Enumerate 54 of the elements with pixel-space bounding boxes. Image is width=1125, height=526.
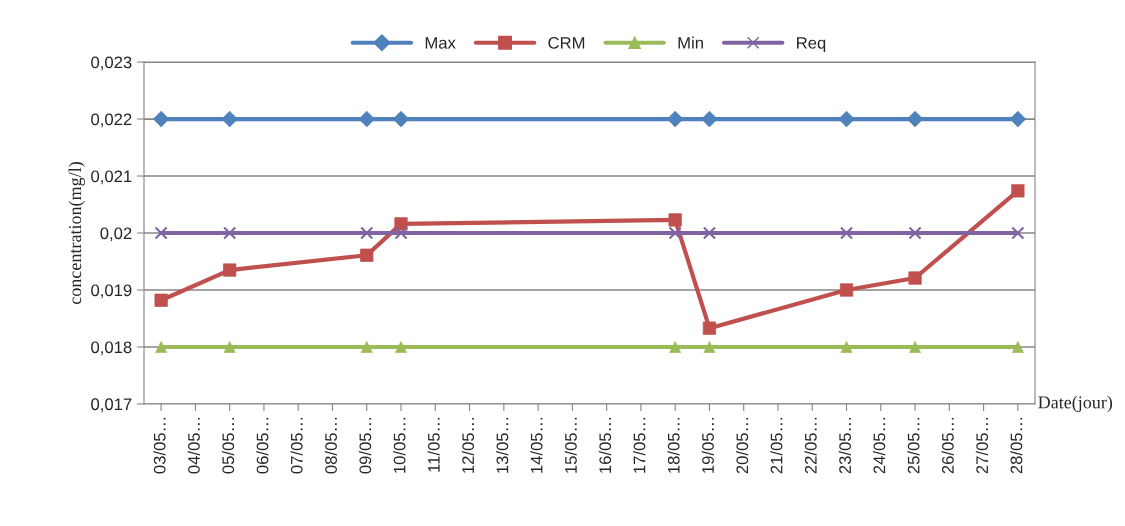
point — [702, 226, 717, 240]
legend-label: CRM — [548, 36, 585, 49]
x-tick-label: 11/05… — [427, 418, 440, 472]
point — [1011, 226, 1025, 240]
y-tick-label: 0,018 — [91, 341, 132, 356]
x-tick-label: 06/05… — [256, 418, 269, 474]
point — [223, 226, 237, 240]
x-tick-label: 24/05… — [873, 418, 886, 474]
point — [394, 226, 408, 240]
y-tick-label: 0,021 — [91, 170, 132, 185]
x-tick-label: 14/05… — [530, 418, 543, 473]
x-tick-label: 17/05… — [633, 418, 646, 473]
point — [668, 226, 682, 240]
x-tick-label: 18/05… — [667, 418, 680, 473]
x-tick-label: 28/05… — [1010, 418, 1023, 474]
y-tick-label: 0,019 — [91, 284, 132, 299]
x-tick-label: 04/05… — [187, 418, 200, 474]
x-tick-label: 12/05… — [461, 418, 475, 473]
y-tick-label: 0,02 — [100, 227, 132, 242]
x-tick-label: 21/05… — [770, 418, 783, 474]
x-axis-title: Date(jour) — [1038, 395, 1113, 413]
x-tick-label: 13/05… — [496, 418, 509, 473]
point — [839, 283, 854, 297]
x-tick-label: 27/05… — [975, 418, 989, 474]
legend-label: Min — [678, 36, 703, 49]
point — [221, 110, 238, 128]
point — [360, 226, 374, 240]
point — [358, 110, 375, 128]
legend-label: Max — [425, 37, 456, 49]
point — [154, 293, 168, 307]
x-tick-label: 16/05… — [598, 418, 612, 473]
x-tick-label: 20/05… — [735, 418, 749, 474]
point — [154, 226, 168, 240]
x-tick-label: 07/05… — [290, 418, 303, 474]
x-tick-label: 08/05… — [324, 418, 337, 474]
y-tick-label: 0,022 — [91, 113, 132, 128]
x-tick-label: 26/05… — [941, 418, 954, 474]
x-tick-label: 05/05… — [221, 418, 235, 474]
point — [395, 341, 407, 353]
x-tick-label: 10/05… — [393, 418, 406, 473]
point — [839, 226, 854, 240]
x-tick-label: 19/05… — [701, 418, 714, 473]
x-tick-label: 15/05… — [564, 418, 577, 473]
x-tick-label: 22/05… — [804, 418, 817, 474]
x-tick-label: 25/05… — [907, 418, 920, 474]
x-tick-label: 23/05… — [838, 418, 851, 474]
point — [360, 248, 374, 262]
x-tick-label: 09/05… — [358, 418, 372, 474]
x-tick-label: 03/05… — [153, 418, 166, 474]
y-axis-title: concentration(mg/l) — [68, 162, 85, 305]
point — [908, 226, 922, 240]
legend-label: Req — [797, 37, 826, 53]
y-tick-label: 0,023 — [91, 56, 132, 71]
y-tick-label: 0,017 — [91, 398, 132, 413]
